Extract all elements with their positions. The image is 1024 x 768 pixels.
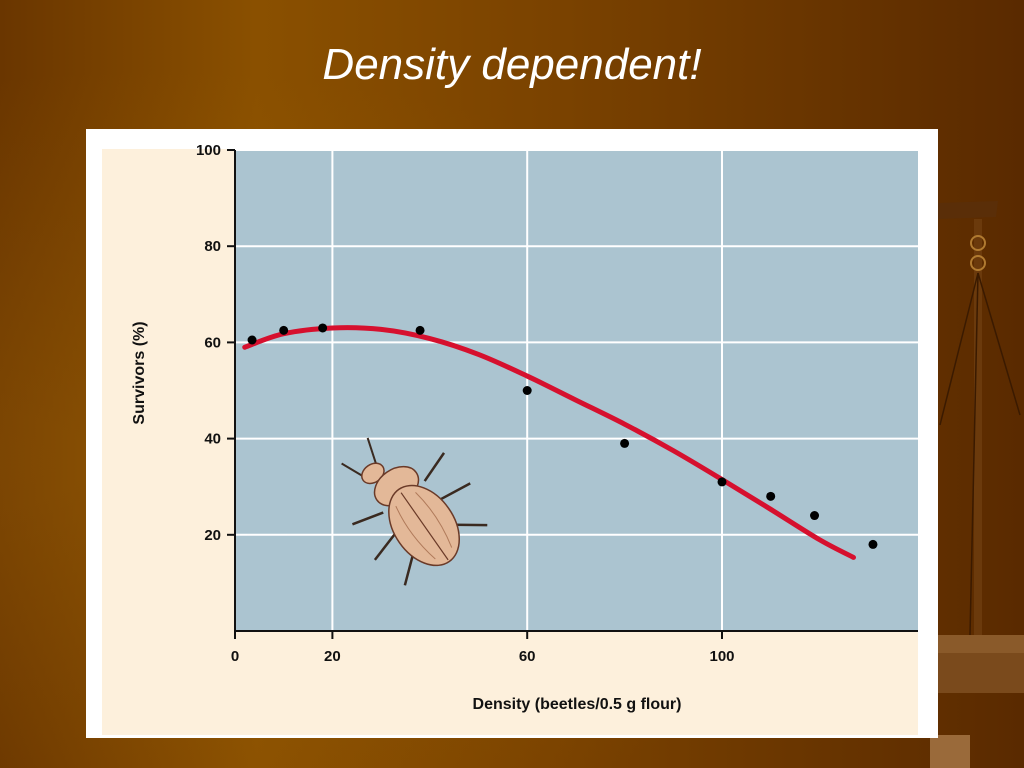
data-point [810, 511, 820, 521]
y-tick-label: 100 [196, 142, 221, 159]
y-tick-label: 40 [204, 431, 221, 448]
data-point [766, 491, 776, 501]
data-point [868, 539, 878, 549]
y-axis-label: Survivors (%) [131, 321, 148, 424]
data-point [247, 335, 257, 345]
data-point [318, 323, 328, 333]
axes [227, 149, 918, 639]
x-tick-label: 20 [324, 648, 341, 665]
y-tick-label: 20 [204, 527, 221, 544]
data-point [522, 386, 532, 395]
slide-title: Density dependent! [322, 40, 702, 89]
x-axis-label: Density (beetles/0.5 g flour) [473, 696, 682, 713]
chart-card: 20 40 60 80 100 0 20 60 100 Survivors (%) Densit… [86, 129, 938, 738]
x-tick-label: 60 [519, 648, 536, 665]
tick-labels: 20 40 60 80 100 0 20 60 100 [196, 142, 735, 665]
y-tick-label: 60 [204, 334, 221, 351]
trend-curve [242, 325, 856, 560]
x-tick-label: 100 [709, 648, 734, 665]
x-tick-label: 0 [231, 648, 239, 665]
data-points [247, 323, 878, 549]
beetle-illustration [341, 437, 488, 586]
y-tick-label: 80 [204, 238, 221, 255]
plot-area-background [235, 150, 918, 631]
data-point [717, 477, 727, 487]
survivorship-chart: 20 40 60 80 100 0 20 60 100 Survivors (%) Densit… [102, 142, 918, 735]
data-point [415, 325, 425, 335]
data-point [279, 325, 289, 335]
data-point [620, 438, 630, 448]
balance-scale-decoration [930, 201, 1024, 768]
